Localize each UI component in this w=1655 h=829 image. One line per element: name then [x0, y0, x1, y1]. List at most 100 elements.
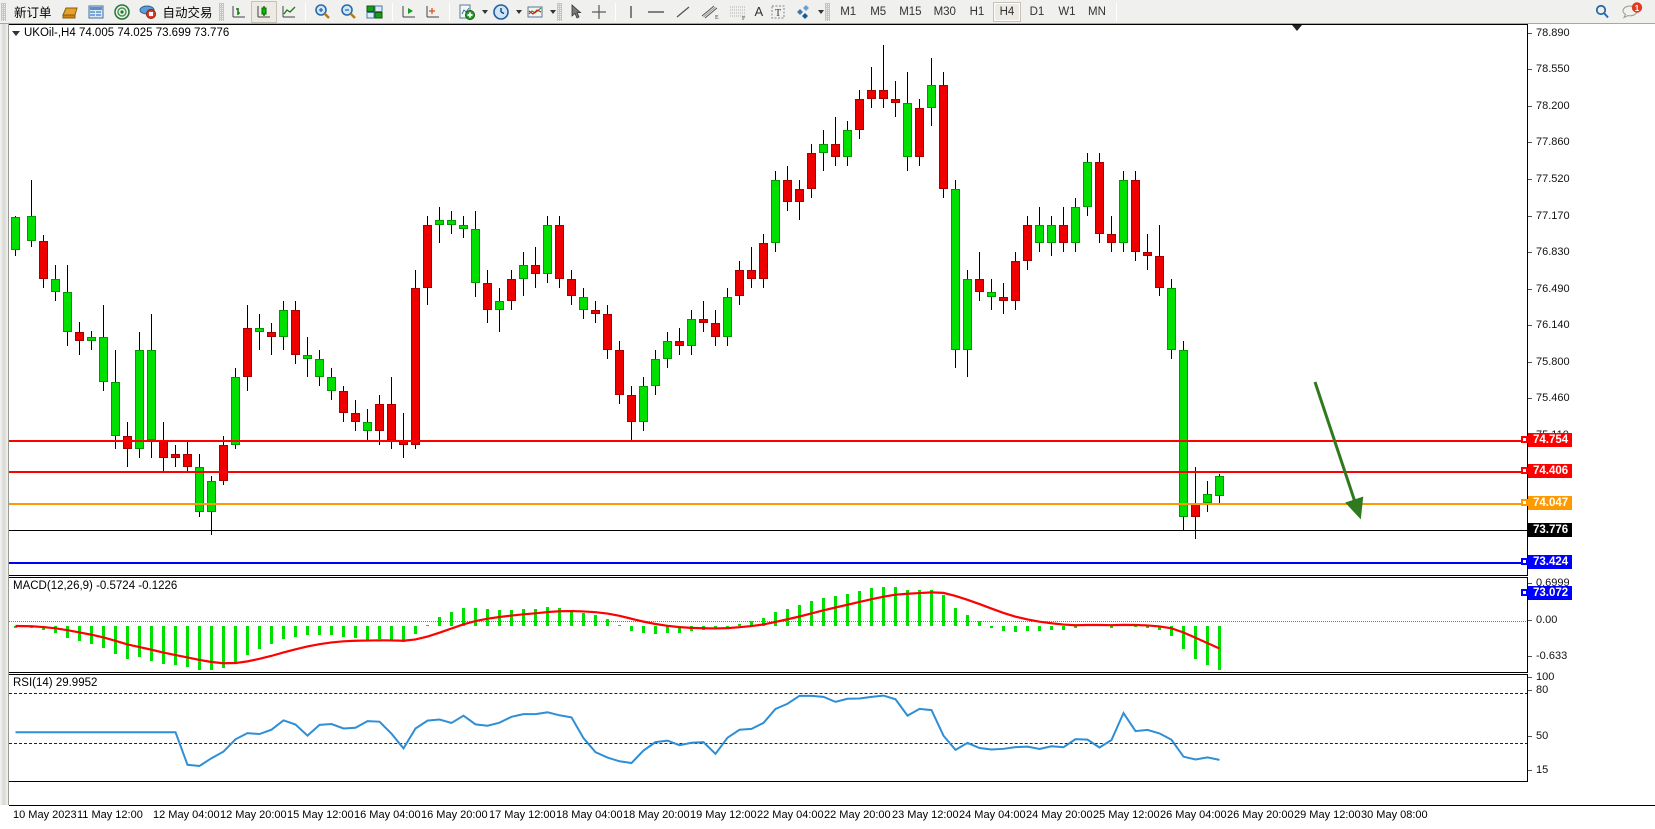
candle — [939, 25, 948, 575]
trendline-icon[interactable] — [670, 1, 696, 23]
macd-histogram-bar — [582, 612, 585, 626]
shift-end-icon[interactable] — [397, 1, 421, 23]
support-73-072-handle[interactable] — [1521, 589, 1528, 596]
candle — [495, 25, 504, 575]
current-price-73-776-line[interactable] — [9, 530, 1527, 531]
market-watch-icon[interactable] — [83, 1, 109, 23]
crosshair-icon[interactable] — [587, 1, 611, 23]
resistance-74-754-handle[interactable] — [1521, 436, 1528, 443]
chart-collapse-icon[interactable] — [1292, 25, 1302, 31]
support-73-424-line[interactable] — [9, 562, 1527, 564]
toolbar-grip[interactable] — [1, 2, 6, 21]
chart-vertical-scrollbar[interactable] — [0, 24, 9, 805]
macd-histogram-bar — [378, 626, 381, 640]
macd-histogram-bar — [750, 621, 753, 626]
resistance-74-406-line[interactable] — [9, 471, 1527, 473]
fibonacci-icon[interactable]: F — [724, 1, 752, 23]
candle — [423, 25, 432, 575]
macd-histogram-bar — [606, 619, 609, 626]
macd-histogram-bar — [1158, 626, 1161, 631]
text-label-icon[interactable]: T — [766, 1, 790, 23]
new-order-button[interactable]: 新订单 — [9, 1, 57, 23]
candle — [339, 25, 348, 575]
candle — [111, 25, 120, 575]
candle — [675, 25, 684, 575]
resistance-74-754-line[interactable] — [9, 440, 1527, 442]
tile-windows-icon[interactable] — [362, 1, 388, 23]
candle-wick — [259, 314, 260, 351]
rsi-level-80 — [9, 693, 1527, 694]
chevron-down-icon[interactable] — [12, 30, 20, 36]
price-pane[interactable] — [9, 24, 1528, 576]
templates-dropdown-icon[interactable] — [549, 9, 556, 14]
timeframe-m1[interactable]: M1 — [840, 5, 857, 18]
candle — [531, 25, 540, 575]
add-indicator-icon[interactable] — [454, 1, 480, 23]
candle-wick — [439, 206, 440, 243]
horizontal-line-icon[interactable] — [642, 1, 670, 23]
candle-body — [531, 265, 540, 275]
timeframe-w1[interactable]: W1 — [1058, 5, 1076, 18]
candle-body — [687, 318, 696, 346]
support-73-424-tag[interactable]: 73.424 — [1528, 555, 1573, 569]
entry-74-047-line[interactable] — [9, 503, 1527, 505]
add-indicator-dropdown-icon[interactable] — [481, 9, 488, 14]
candle — [255, 25, 264, 575]
rsi-pane[interactable]: RSI(14) 29.9952 — [9, 674, 1528, 782]
entry-74-047-tag[interactable]: 74.047 — [1528, 496, 1573, 510]
cursor-icon[interactable] — [565, 1, 587, 23]
search-icon[interactable] — [1589, 1, 1617, 23]
candle-body — [627, 395, 636, 423]
candle — [1059, 25, 1068, 575]
candle-body — [567, 278, 576, 297]
gold-bar-icon[interactable] — [57, 1, 83, 23]
toolbar-grip-2[interactable] — [218, 2, 224, 21]
period-clock-icon[interactable] — [488, 1, 514, 23]
macd-pane[interactable]: MACD(12,26,9) -0.5724 -0.1226 — [9, 577, 1528, 673]
objects-dropdown-icon[interactable] — [818, 9, 825, 14]
time-axis[interactable]: 10 May 2023 11 May 12:00 12 May 04:00 12 Ma… — [9, 805, 1655, 829]
period-dropdown-icon[interactable] — [515, 9, 522, 14]
macd-histogram-bar — [150, 626, 153, 661]
timeframe-m5[interactable]: M5 — [870, 5, 887, 18]
timeframe-m15[interactable]: M15 — [899, 5, 922, 18]
toolbar-grip-4[interactable] — [825, 2, 831, 21]
text-icon[interactable]: A — [754, 4, 764, 19]
autotrading-button[interactable]: 自动交易 — [135, 1, 218, 23]
current-price-73-776-tag[interactable]: 73.776 — [1528, 523, 1573, 537]
candle-body — [459, 224, 468, 230]
templates-icon[interactable] — [522, 1, 548, 23]
timeframe-d1[interactable]: D1 — [1029, 5, 1045, 18]
resistance-74-754-tag[interactable]: 74.754 — [1528, 433, 1573, 447]
support-73-424-handle[interactable] — [1521, 558, 1528, 565]
resistance-74-406-tag[interactable]: 74.406 — [1528, 464, 1573, 478]
signals-icon[interactable] — [109, 1, 135, 23]
zoom-out-icon[interactable] — [336, 1, 362, 23]
vertical-line-icon[interactable] — [620, 1, 642, 23]
timeframe-m30[interactable]: M30 — [933, 5, 956, 18]
timeframe-h1[interactable]: H1 — [969, 5, 985, 18]
support-73-072-tag[interactable]: 73.072 — [1528, 586, 1573, 600]
alerts-icon[interactable]: 1 — [1617, 1, 1647, 23]
candle — [843, 25, 852, 575]
objects-icon[interactable] — [790, 1, 816, 23]
timeframe-mn[interactable]: MN — [1088, 5, 1106, 18]
candle-body — [639, 386, 648, 423]
candle — [975, 25, 984, 575]
candlestick-chart-icon[interactable] — [250, 0, 277, 23]
auto-scroll-icon[interactable] — [421, 1, 445, 23]
timeframe-h4[interactable]: H4 — [992, 1, 1021, 22]
line-chart-icon[interactable] — [277, 1, 301, 23]
candle — [87, 25, 96, 575]
entry-74-047-handle[interactable] — [1521, 499, 1528, 506]
equidistant-channel-icon[interactable]: E — [696, 1, 724, 23]
bar-chart-icon[interactable] — [227, 1, 251, 23]
resistance-74-406-handle[interactable] — [1521, 467, 1528, 474]
macd-histogram-bar — [90, 626, 93, 645]
candle-body — [915, 107, 924, 158]
candle — [1203, 25, 1212, 575]
zoom-in-icon[interactable] — [310, 1, 336, 23]
toolbar-grip-3[interactable] — [556, 2, 562, 21]
price-axis-tick: 77.520 — [1528, 173, 1570, 185]
price-axis[interactable]: 78.890 78.550 78.200 77.860 77.520 77.170 76.8… — [1528, 24, 1655, 576]
